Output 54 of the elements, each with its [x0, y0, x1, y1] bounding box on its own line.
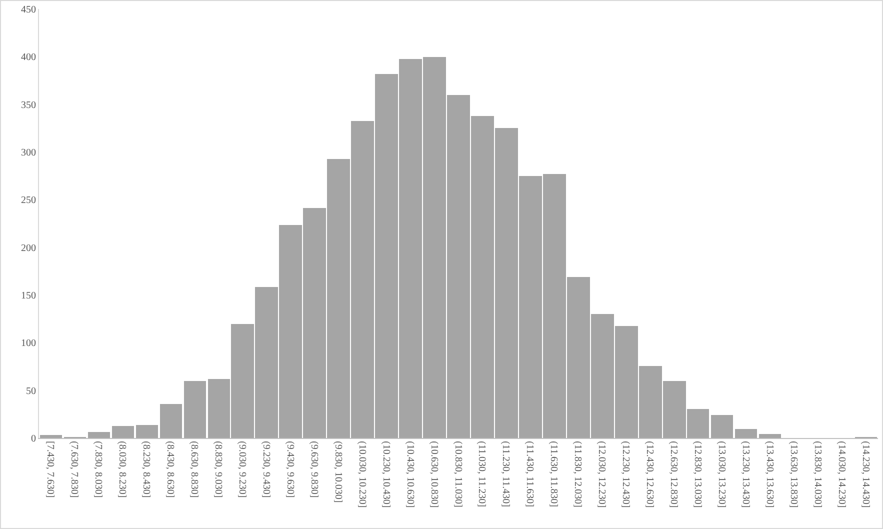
- x-tick-label: (11.630, 11.830]: [548, 441, 560, 507]
- x-tick-label: (10.030, 10.230]: [356, 441, 368, 508]
- bar: [184, 381, 206, 438]
- x-tick-label: (9.630, 9.830]: [308, 441, 320, 498]
- bar: [735, 429, 757, 438]
- x-tick-label: (10.830, 11.030]: [452, 441, 464, 508]
- bar: [88, 432, 110, 438]
- bar: [711, 415, 733, 438]
- y-tick-label: 150: [21, 290, 36, 302]
- y-tick-label: 50: [26, 386, 36, 397]
- x-tick-label: (14.230, 14.430]: [860, 441, 871, 508]
- y-tick-label: 0: [31, 434, 36, 444]
- x-tick-label: (7.630, 7.830]: [68, 441, 80, 498]
- x-tick-label: (9.430, 9.630]: [284, 441, 296, 498]
- x-tick-label: (12.230, 12.430]: [620, 441, 632, 508]
- x-tick-label: (13.830, 14.030]: [812, 441, 823, 508]
- y-tick-label: 300: [21, 148, 36, 158]
- x-tick-label: (9.230, 9.430]: [260, 441, 272, 498]
- x-tick-label: (10.430, 10.630]: [404, 441, 416, 508]
- x-tick-label: (8.630, 8.830]: [188, 441, 200, 498]
- bar: [136, 425, 158, 438]
- x-tick-label: (13.230, 13.430]: [740, 441, 751, 508]
- x-tick-label: (11.830, 12.030]: [572, 441, 584, 508]
- y-tick-label: 450: [21, 4, 36, 16]
- x-tick-label: (9.030, 9.230]: [236, 441, 248, 498]
- y-tick-label: 350: [21, 100, 36, 111]
- x-tick-label: (8.430, 8.630]: [164, 441, 176, 498]
- x-tick-label: (12.030, 12.230]: [596, 441, 608, 508]
- x-tick-label: (8.030, 8.230]: [116, 441, 128, 498]
- bar: [160, 404, 182, 438]
- bar: [759, 434, 781, 438]
- x-tick-label: (11.230, 11.430]: [500, 441, 512, 507]
- y-tick-label: 250: [21, 195, 36, 206]
- x-tick-label: (13.630, 13.830]: [788, 441, 799, 508]
- y-tick-label: 400: [21, 52, 36, 64]
- x-tick-label: (13.030, 13.230]: [716, 441, 727, 508]
- bar: [112, 426, 134, 438]
- x-tick-label: (12.430, 12.630]: [644, 441, 656, 508]
- bar: [40, 435, 62, 438]
- x-tick-label: [7.430, 7.630]: [44, 441, 56, 498]
- y-tick-label: 200: [21, 242, 36, 254]
- x-tick-label: (11.030, 11.230]: [476, 441, 488, 507]
- x-tick-label: (11.430, 11.630]: [524, 441, 536, 507]
- x-tick-label: (7.830, 8.030]: [92, 441, 104, 498]
- x-tick-label: (8.830, 9.030]: [212, 441, 224, 498]
- x-tick-label: (12.630, 12.830]: [668, 441, 679, 508]
- y-tick-label: 100: [21, 338, 36, 350]
- x-tick-label: (10.230, 10.430]: [380, 441, 392, 508]
- x-tick-label: (14.030, 14.230]: [836, 441, 847, 508]
- x-tick-label: (8.230, 8.430]: [140, 441, 152, 498]
- x-tick-label: (10.630, 10.830]: [428, 441, 440, 508]
- x-tick-label: (13.430, 13.630]: [764, 441, 775, 508]
- x-tick-label: (9.830, 10.030]: [332, 441, 344, 503]
- x-tick-label: (12.830, 13.030]: [692, 441, 703, 508]
